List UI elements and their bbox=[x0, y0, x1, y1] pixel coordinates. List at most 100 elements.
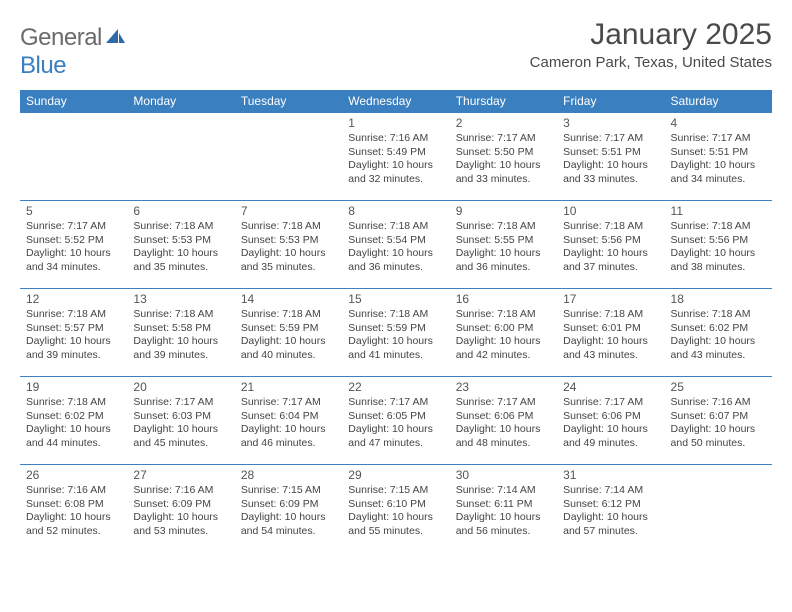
day-header: Saturday bbox=[665, 90, 772, 113]
day-detail: Sunrise: 7:17 AMSunset: 5:52 PMDaylight:… bbox=[26, 220, 121, 275]
header: General Blue January 2025 Cameron Park, … bbox=[20, 18, 772, 80]
week-row: 5Sunrise: 7:17 AMSunset: 5:52 PMDaylight… bbox=[20, 201, 772, 289]
day-cell: 31 Sunrise: 7:14 AMSunset: 6:12 PMDayligh… bbox=[557, 465, 664, 553]
day-cell: 21 Sunrise: 7:17 AMSunset: 6:04 PMDayligh… bbox=[235, 377, 342, 465]
day-number: 20 bbox=[133, 380, 228, 394]
calendar-body: 1 Sunrise: 7:16 AMSunset: 5:49 PMDaylight… bbox=[20, 113, 772, 553]
day-cell: 15 Sunrise: 7:18 AMSunset: 5:59 PMDayligh… bbox=[342, 289, 449, 377]
day-detail: Sunrise: 7:17 AMSunset: 5:51 PMDaylight:… bbox=[563, 132, 658, 187]
day-cell: 11 Sunrise: 7:18 AMSunset: 5:56 PMDayligh… bbox=[665, 201, 772, 289]
day-detail: Sunrise: 7:15 AMSunset: 6:09 PMDaylight:… bbox=[241, 484, 336, 539]
day-cell bbox=[665, 465, 772, 553]
month-title: January 2025 bbox=[530, 18, 772, 52]
day-cell: 22 Sunrise: 7:17 AMSunset: 6:05 PMDayligh… bbox=[342, 377, 449, 465]
day-cell: 4 Sunrise: 7:17 AMSunset: 5:51 PMDaylight… bbox=[665, 113, 772, 201]
day-number: 10 bbox=[563, 204, 658, 218]
day-cell: 26Sunrise: 7:16 AMSunset: 6:08 PMDayligh… bbox=[20, 465, 127, 553]
day-number: 28 bbox=[241, 468, 336, 482]
day-cell: 9Sunrise: 7:18 AMSunset: 5:55 PMDaylight… bbox=[450, 201, 557, 289]
day-detail: Sunrise: 7:17 AMSunset: 5:51 PMDaylight:… bbox=[671, 132, 766, 187]
day-number: 23 bbox=[456, 380, 551, 394]
day-cell: 18Sunrise: 7:18 AMSunset: 6:02 PMDayligh… bbox=[665, 289, 772, 377]
day-detail: Sunrise: 7:18 AMSunset: 5:56 PMDaylight:… bbox=[563, 220, 658, 275]
location: Cameron Park, Texas, United States bbox=[530, 54, 772, 71]
day-detail: Sunrise: 7:14 AMSunset: 6:11 PMDaylight:… bbox=[456, 484, 551, 539]
day-detail: Sunrise: 7:18 AMSunset: 6:00 PMDaylight:… bbox=[456, 308, 551, 363]
week-row: 1 Sunrise: 7:16 AMSunset: 5:49 PMDaylight… bbox=[20, 113, 772, 201]
day-number: 22 bbox=[348, 380, 443, 394]
day-header: Friday bbox=[557, 90, 664, 113]
week-row: 12Sunrise: 7:18 AMSunset: 5:57 PMDayligh… bbox=[20, 289, 772, 377]
day-number: 14 bbox=[241, 292, 336, 306]
day-cell: 10 Sunrise: 7:18 AMSunset: 5:56 PMDayligh… bbox=[557, 201, 664, 289]
title-block: January 2025 Cameron Park, Texas, United… bbox=[530, 18, 772, 71]
day-detail: Sunrise: 7:18 AMSunset: 5:53 PMDaylight:… bbox=[133, 220, 228, 275]
day-detail: Sunrise: 7:17 AMSunset: 6:05 PMDaylight:… bbox=[348, 396, 443, 451]
day-number: 11 bbox=[671, 204, 766, 218]
day-detail: Sunrise: 7:18 AMSunset: 5:54 PMDaylight:… bbox=[348, 220, 443, 275]
day-number: 1 bbox=[348, 116, 443, 130]
day-detail: Sunrise: 7:17 AMSunset: 5:50 PMDaylight:… bbox=[456, 132, 551, 187]
day-cell: 12Sunrise: 7:18 AMSunset: 5:57 PMDayligh… bbox=[20, 289, 127, 377]
day-cell: 20 Sunrise: 7:17 AMSunset: 6:03 PMDayligh… bbox=[127, 377, 234, 465]
day-detail: Sunrise: 7:16 AMSunset: 5:49 PMDaylight:… bbox=[348, 132, 443, 187]
day-number: 13 bbox=[133, 292, 228, 306]
day-detail: Sunrise: 7:16 AMSunset: 6:07 PMDaylight:… bbox=[671, 396, 766, 451]
day-detail: Sunrise: 7:15 AMSunset: 6:10 PMDaylight:… bbox=[348, 484, 443, 539]
day-number: 16 bbox=[456, 292, 551, 306]
day-cell: 25Sunrise: 7:16 AMSunset: 6:07 PMDayligh… bbox=[665, 377, 772, 465]
day-detail: Sunrise: 7:17 AMSunset: 6:04 PMDaylight:… bbox=[241, 396, 336, 451]
day-number: 4 bbox=[671, 116, 766, 130]
day-detail: Sunrise: 7:18 AMSunset: 5:53 PMDaylight:… bbox=[241, 220, 336, 275]
day-cell: 3Sunrise: 7:17 AMSunset: 5:51 PMDaylight… bbox=[557, 113, 664, 201]
day-number: 21 bbox=[241, 380, 336, 394]
calendar-table: Sunday Monday Tuesday Wednesday Thursday… bbox=[20, 90, 772, 553]
day-detail: Sunrise: 7:18 AMSunset: 6:01 PMDaylight:… bbox=[563, 308, 658, 363]
day-detail: Sunrise: 7:18 AMSunset: 5:58 PMDaylight:… bbox=[133, 308, 228, 363]
day-detail: Sunrise: 7:18 AMSunset: 5:59 PMDaylight:… bbox=[241, 308, 336, 363]
day-number: 27 bbox=[133, 468, 228, 482]
day-detail: Sunrise: 7:17 AMSunset: 6:03 PMDaylight:… bbox=[133, 396, 228, 451]
day-detail: Sunrise: 7:18 AMSunset: 5:55 PMDaylight:… bbox=[456, 220, 551, 275]
day-cell: 7 Sunrise: 7:18 AMSunset: 5:53 PMDaylight… bbox=[235, 201, 342, 289]
week-row: 19Sunrise: 7:18 AMSunset: 6:02 PMDayligh… bbox=[20, 377, 772, 465]
logo-text-blue: Blue bbox=[20, 52, 66, 79]
day-number: 31 bbox=[563, 468, 658, 482]
day-detail: Sunrise: 7:18 AMSunset: 5:59 PMDaylight:… bbox=[348, 308, 443, 363]
day-cell: 17Sunrise: 7:18 AMSunset: 6:01 PMDayligh… bbox=[557, 289, 664, 377]
day-cell: 1 Sunrise: 7:16 AMSunset: 5:49 PMDaylight… bbox=[342, 113, 449, 201]
day-cell: 14 Sunrise: 7:18 AMSunset: 5:59 PMDayligh… bbox=[235, 289, 342, 377]
day-detail: Sunrise: 7:16 AMSunset: 6:09 PMDaylight:… bbox=[133, 484, 228, 539]
day-detail: Sunrise: 7:17 AMSunset: 6:06 PMDaylight:… bbox=[563, 396, 658, 451]
day-number: 29 bbox=[348, 468, 443, 482]
sail-icon bbox=[104, 24, 126, 52]
day-number: 15 bbox=[348, 292, 443, 306]
day-cell: 23 Sunrise: 7:17 AMSunset: 6:06 PMDayligh… bbox=[450, 377, 557, 465]
day-number: 6 bbox=[133, 204, 228, 218]
day-header: Sunday bbox=[20, 90, 127, 113]
day-cell: 27 Sunrise: 7:16 AMSunset: 6:09 PMDayligh… bbox=[127, 465, 234, 553]
day-cell: 28 Sunrise: 7:15 AMSunset: 6:09 PMDayligh… bbox=[235, 465, 342, 553]
day-cell: 19Sunrise: 7:18 AMSunset: 6:02 PMDayligh… bbox=[20, 377, 127, 465]
day-header: Thursday bbox=[450, 90, 557, 113]
day-detail: Sunrise: 7:14 AMSunset: 6:12 PMDaylight:… bbox=[563, 484, 658, 539]
day-cell: 30Sunrise: 7:14 AMSunset: 6:11 PMDayligh… bbox=[450, 465, 557, 553]
day-detail: Sunrise: 7:17 AMSunset: 6:06 PMDaylight:… bbox=[456, 396, 551, 451]
day-number: 24 bbox=[563, 380, 658, 394]
day-detail: Sunrise: 7:18 AMSunset: 5:56 PMDaylight:… bbox=[671, 220, 766, 275]
day-cell: 8 Sunrise: 7:18 AMSunset: 5:54 PMDaylight… bbox=[342, 201, 449, 289]
day-cell bbox=[127, 113, 234, 201]
day-cell bbox=[235, 113, 342, 201]
day-cell: 24 Sunrise: 7:17 AMSunset: 6:06 PMDayligh… bbox=[557, 377, 664, 465]
day-header: Tuesday bbox=[235, 90, 342, 113]
day-number: 7 bbox=[241, 204, 336, 218]
logo-text-general: General bbox=[20, 24, 102, 51]
day-header: Wednesday bbox=[342, 90, 449, 113]
day-number: 12 bbox=[26, 292, 121, 306]
day-detail: Sunrise: 7:18 AMSunset: 6:02 PMDaylight:… bbox=[26, 396, 121, 451]
day-cell: 5Sunrise: 7:17 AMSunset: 5:52 PMDaylight… bbox=[20, 201, 127, 289]
day-cell: 6 Sunrise: 7:18 AMSunset: 5:53 PMDaylight… bbox=[127, 201, 234, 289]
day-number: 8 bbox=[348, 204, 443, 218]
day-header: Monday bbox=[127, 90, 234, 113]
day-cell: 16 Sunrise: 7:18 AMSunset: 6:00 PMDayligh… bbox=[450, 289, 557, 377]
